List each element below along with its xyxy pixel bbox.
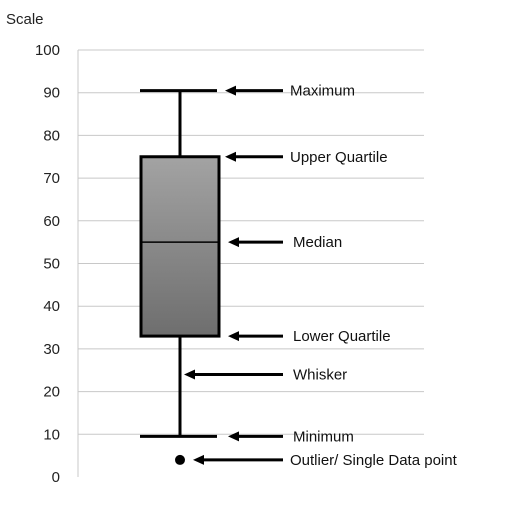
arrow-head: [228, 331, 239, 341]
annotation-label: Median: [293, 234, 342, 251]
annotation-maximum: Maximum: [225, 83, 355, 100]
y-tick-label: 20: [43, 384, 60, 401]
annotation-outlier-single-data-point: Outlier/ Single Data point: [193, 452, 458, 469]
arrow-head: [184, 370, 195, 380]
y-tick-label: 90: [43, 85, 60, 102]
annotation-median: Median: [228, 234, 342, 251]
y-tick-label: 50: [43, 256, 60, 273]
arrow-head: [228, 237, 239, 247]
y-axis-title: Scale: [6, 11, 44, 28]
arrow-head: [193, 455, 204, 465]
annotation-lower-quartile: Lower Quartile: [228, 328, 391, 345]
y-tick-label: 30: [43, 341, 60, 358]
y-tick-label: 100: [35, 42, 60, 59]
y-tick-label: 80: [43, 127, 60, 144]
y-axis-ticks: 0 10 20 30 40 50 60 70 80 90 100: [35, 42, 60, 486]
annotation-whisker: Whisker: [184, 367, 347, 384]
arrow-head: [225, 86, 236, 96]
annotation-upper-quartile: Upper Quartile: [225, 149, 388, 166]
y-tick-label: 10: [43, 426, 60, 443]
annotation-label: Upper Quartile: [290, 149, 388, 166]
box-plot: [140, 91, 219, 465]
arrow-head: [225, 152, 236, 162]
y-tick-label: 40: [43, 298, 60, 315]
annotation-label: Lower Quartile: [293, 328, 391, 345]
y-tick-label: 70: [43, 170, 60, 187]
y-tick-label: 60: [43, 213, 60, 230]
grid-lines: [78, 50, 424, 477]
annotations: Maximum Upper Quartile Median Lower Quartil…: [184, 83, 458, 469]
arrow-head: [228, 431, 239, 441]
outlier-point: [175, 455, 185, 465]
annotation-minimum: Minimum: [228, 428, 354, 445]
annotation-label: Minimum: [293, 428, 354, 445]
y-tick-label: 0: [52, 469, 60, 486]
annotation-label: Whisker: [293, 367, 347, 384]
annotation-label: Outlier/ Single Data point: [290, 452, 458, 469]
interquartile-box: [141, 157, 219, 336]
annotation-label: Maximum: [290, 83, 355, 100]
